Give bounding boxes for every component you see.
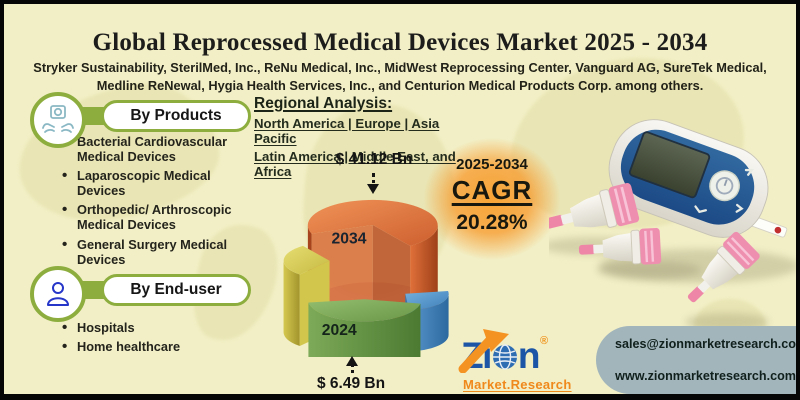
end-user-icon-badge xyxy=(30,266,86,322)
hands-holding-device-icon xyxy=(42,105,74,133)
products-list-item: Laparoscopic Medical Devices xyxy=(60,167,255,198)
end-user-section-label: By End-user xyxy=(130,281,222,298)
regional-analysis-line1: North America | Europe | Asia Pacific xyxy=(254,116,440,146)
logo-text-zi: Zi xyxy=(461,334,492,376)
contact-website[interactable]: www.zionmarketresearch.com xyxy=(615,369,796,383)
end-user-list: Hospitals Home healthcare xyxy=(60,319,250,358)
logo-tagline: Market.Research xyxy=(463,377,572,392)
products-list-item: General Surgery Medical Devices xyxy=(60,236,255,267)
products-list-item: Bacterial Cardiovascular Medical Devices xyxy=(60,133,255,164)
products-list: Bacterial Cardiovascular Medical Devices… xyxy=(60,133,255,271)
end-user-list-item: Home healthcare xyxy=(60,338,250,356)
market-size-pie-chart: 2034 2024 xyxy=(283,199,449,357)
products-icon-badge xyxy=(30,92,86,148)
value-label-2034: $ 41.12 Bn xyxy=(335,151,413,168)
pie-label-2034: 2034 xyxy=(332,231,367,248)
contact-box: sales@zionmarketresearch.com www.zionmar… xyxy=(596,326,796,394)
page-title: Global Reprocessed Medical Devices Marke… xyxy=(92,28,708,56)
end-user-list-item: Hospitals xyxy=(60,319,250,337)
pie-label-2024: 2024 xyxy=(322,322,357,339)
cagr-value: 20.28% xyxy=(456,211,528,234)
logo-text-n: n xyxy=(517,334,541,376)
regional-analysis: Regional Analysis: North America | Europ… xyxy=(254,95,484,179)
globe-icon xyxy=(492,344,517,370)
value-label-2024: $ 6.49 Bn xyxy=(316,375,386,392)
regional-analysis-line2: Latin America | Middle East, and Africa xyxy=(254,149,456,179)
products-list-item: Orthopedic/ Arthroscopic Medical Devices xyxy=(60,201,255,232)
companies-subtitle: Stryker Sustainability, SterilMed, Inc.,… xyxy=(33,59,767,93)
glucose-meter xyxy=(608,119,788,238)
pie-segment-2024 xyxy=(308,299,421,357)
registered-mark: ® xyxy=(540,335,549,347)
contact-website-row: www.zionmarketresearch.com xyxy=(608,364,796,389)
end-user-section-pill: By End-user xyxy=(101,274,251,306)
regional-analysis-heading: Regional Analysis: xyxy=(254,95,393,112)
arrow-up-from-2024 xyxy=(346,356,358,373)
cagr-label: CAGR xyxy=(451,175,533,205)
products-section-label: By Products xyxy=(130,107,222,124)
person-icon xyxy=(47,282,69,306)
contact-email[interactable]: sales@zionmarketresearch.com xyxy=(615,337,800,351)
cagr-period: 2025-2034 xyxy=(456,156,528,173)
zion-logo: Zi n ® Market.Research xyxy=(458,329,601,392)
contact-email-row: sales@zionmarketresearch.com xyxy=(608,332,796,357)
pie-segment-2034 xyxy=(307,199,438,333)
glucose-meter-illustration xyxy=(549,119,796,331)
products-section-pill: By Products xyxy=(101,100,251,132)
arrow-down-to-2034 xyxy=(367,173,379,194)
cagr-callout: 2025-2034 CAGR 20.28% xyxy=(427,156,557,235)
